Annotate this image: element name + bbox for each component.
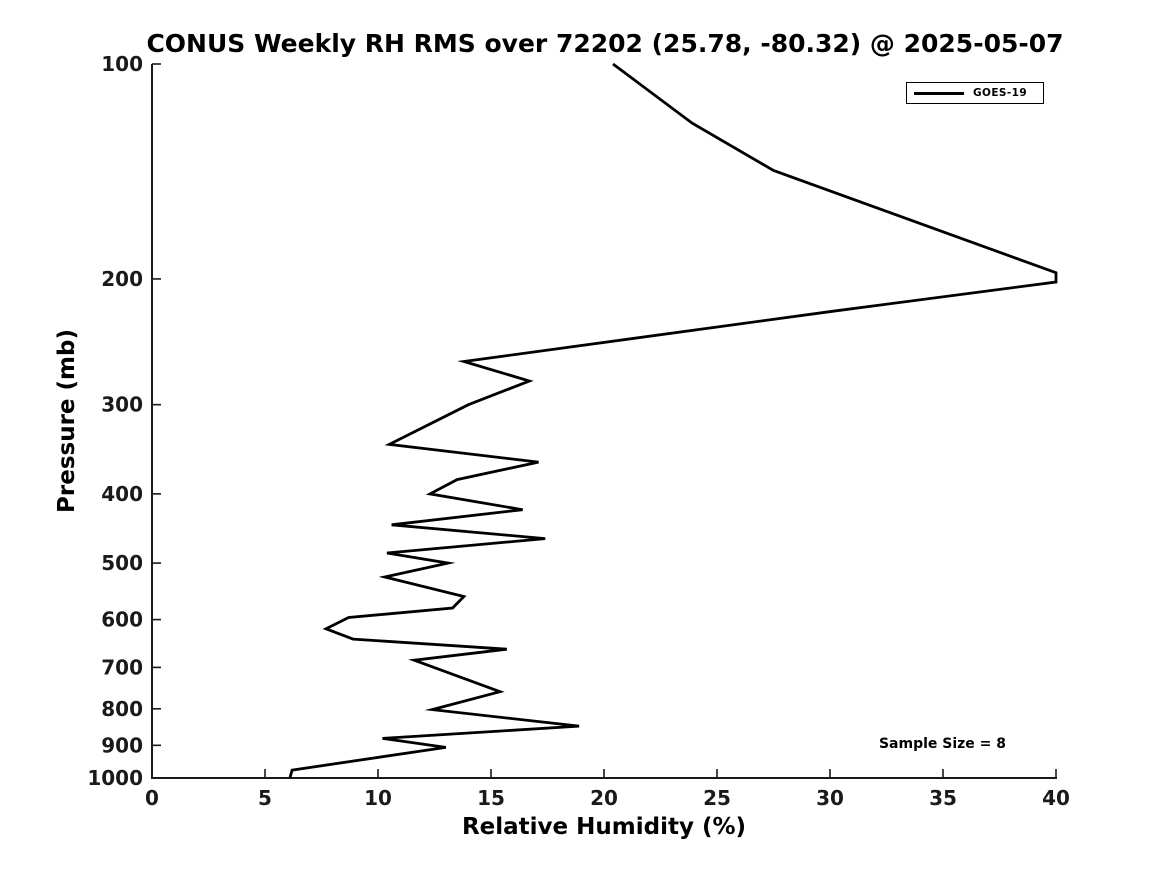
x-tick-label: 0 xyxy=(145,786,159,810)
x-tick-label: 10 xyxy=(364,786,392,810)
y-tick-label: 400 xyxy=(101,482,143,506)
data-line-goes-19 xyxy=(288,62,1058,779)
y-tick-label: 600 xyxy=(101,608,143,632)
x-tick-label: 40 xyxy=(1042,786,1070,810)
sample-size-annotation: Sample Size = 8 xyxy=(878,736,1007,752)
legend-line-sample xyxy=(914,91,964,95)
x-axis-label: Relative Humidity (%) xyxy=(461,814,747,840)
y-tick-label: 1000 xyxy=(87,766,143,790)
y-tick-label: 200 xyxy=(101,267,143,291)
y-tick-label: 300 xyxy=(101,393,143,417)
y-tick-label: 700 xyxy=(101,655,143,679)
y-tick-label: 100 xyxy=(101,52,143,76)
legend-label: GOES-19 xyxy=(973,87,1028,99)
y-tick-label: 500 xyxy=(101,551,143,575)
legend: GOES-19 xyxy=(906,82,1044,104)
x-tick-label: 30 xyxy=(816,786,844,810)
x-tick-label: 35 xyxy=(929,786,957,810)
x-tick-label: 20 xyxy=(590,786,618,810)
x-tick-label: 15 xyxy=(477,786,505,810)
y-tick-label: 800 xyxy=(101,697,143,721)
chart-title: CONUS Weekly RH RMS over 72202 (25.78, -… xyxy=(146,29,1064,58)
y-tick-label: 900 xyxy=(101,733,143,757)
x-tick-label: 5 xyxy=(258,786,272,810)
x-tick-label: 25 xyxy=(703,786,731,810)
